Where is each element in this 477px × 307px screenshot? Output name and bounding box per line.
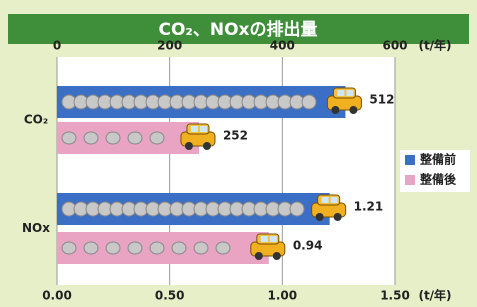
smoke-puff: [172, 242, 186, 254]
smoke-puff: [84, 242, 98, 254]
smoke-puff: [150, 242, 164, 254]
car-wheel: [334, 213, 342, 221]
value-label: 252: [223, 129, 248, 143]
x-tick-label: 600: [382, 39, 407, 53]
smoke-puff: [62, 132, 76, 144]
car-wheel: [255, 252, 263, 260]
smoke-puff: [106, 132, 120, 144]
legend-label: 整備前: [419, 152, 456, 167]
x2-tick-label: 0.50: [155, 289, 185, 303]
car-wheel: [316, 213, 324, 221]
smoke-puff: [302, 95, 316, 109]
x-tick-label: 200: [157, 39, 182, 53]
car-wheel: [273, 252, 281, 260]
x2-tick-label: 1.00: [268, 289, 298, 303]
category-label: CO₂: [24, 113, 48, 127]
smoke-puff: [62, 242, 76, 254]
car-window: [331, 197, 338, 203]
legend-label: 整備後: [419, 172, 457, 187]
smoke-puff: [216, 242, 230, 254]
x-tick-label: 400: [270, 39, 295, 53]
x-tick-label: 0: [53, 39, 61, 53]
value-label: 0.94: [293, 239, 323, 253]
legend-swatch: [405, 155, 415, 165]
x2-unit: (t/年): [418, 288, 451, 303]
smoke-puff: [106, 242, 120, 254]
car-window: [200, 126, 207, 132]
car-window: [261, 236, 268, 242]
car-wheel: [331, 106, 339, 114]
x2-tick-label: 1.50: [380, 289, 410, 303]
car-window: [337, 90, 344, 96]
smoke-puff: [128, 132, 142, 144]
x2-tick-label: 0.00: [42, 289, 72, 303]
car-wheel: [349, 106, 357, 114]
value-label: 1.21: [354, 200, 384, 214]
car-window: [270, 236, 277, 242]
smoke-puff: [290, 202, 304, 216]
x-unit: (t/年): [418, 38, 451, 53]
car-window: [191, 126, 198, 132]
smoke-puff: [128, 242, 142, 254]
car-wheel: [203, 142, 211, 150]
car-window: [322, 197, 329, 203]
car-wheel: [185, 142, 193, 150]
legend-swatch: [405, 175, 415, 185]
value-label: 512: [369, 93, 394, 107]
smoke-puff: [150, 132, 164, 144]
chart-title: CO₂、NOxの排出量: [158, 19, 317, 40]
chart: CO₂、NOxの排出量 0 200 400 600 (t/年) 0.00 0.50 1.00 1…: [0, 0, 477, 307]
smoke-puff: [84, 132, 98, 144]
category-label: NOx: [22, 221, 50, 235]
smoke-puff: [194, 242, 208, 254]
car-window: [346, 90, 353, 96]
